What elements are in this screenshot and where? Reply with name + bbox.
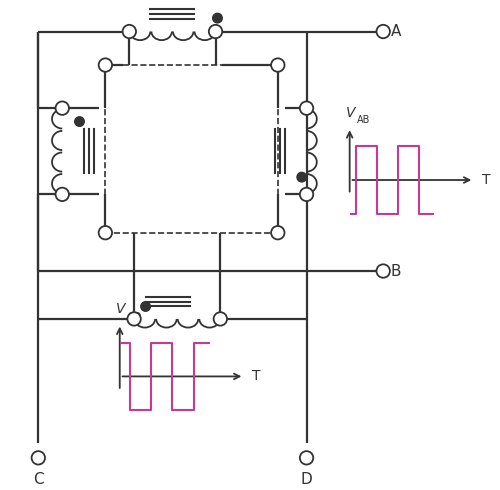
Circle shape [98, 226, 112, 240]
Circle shape [56, 188, 69, 201]
Circle shape [98, 58, 112, 72]
Circle shape [141, 302, 150, 311]
Circle shape [128, 312, 141, 326]
Circle shape [209, 25, 222, 38]
Text: B: B [391, 264, 402, 278]
Circle shape [214, 312, 227, 326]
Text: T: T [482, 173, 490, 187]
Circle shape [56, 101, 69, 115]
Text: CD: CD [128, 312, 142, 322]
Circle shape [376, 264, 390, 278]
Text: A: A [391, 24, 401, 39]
Text: C: C [33, 472, 43, 487]
Circle shape [300, 451, 314, 465]
Text: V: V [346, 106, 356, 120]
Text: V: V [116, 302, 126, 316]
Circle shape [300, 101, 314, 115]
Text: T: T [252, 369, 260, 383]
Circle shape [297, 172, 306, 182]
Circle shape [212, 13, 222, 23]
Text: AB: AB [358, 116, 370, 125]
Circle shape [271, 226, 284, 240]
Text: D: D [300, 472, 312, 487]
Circle shape [74, 117, 85, 126]
Circle shape [32, 451, 45, 465]
Circle shape [122, 25, 136, 38]
Circle shape [300, 188, 314, 201]
Circle shape [271, 58, 284, 72]
Circle shape [376, 25, 390, 38]
